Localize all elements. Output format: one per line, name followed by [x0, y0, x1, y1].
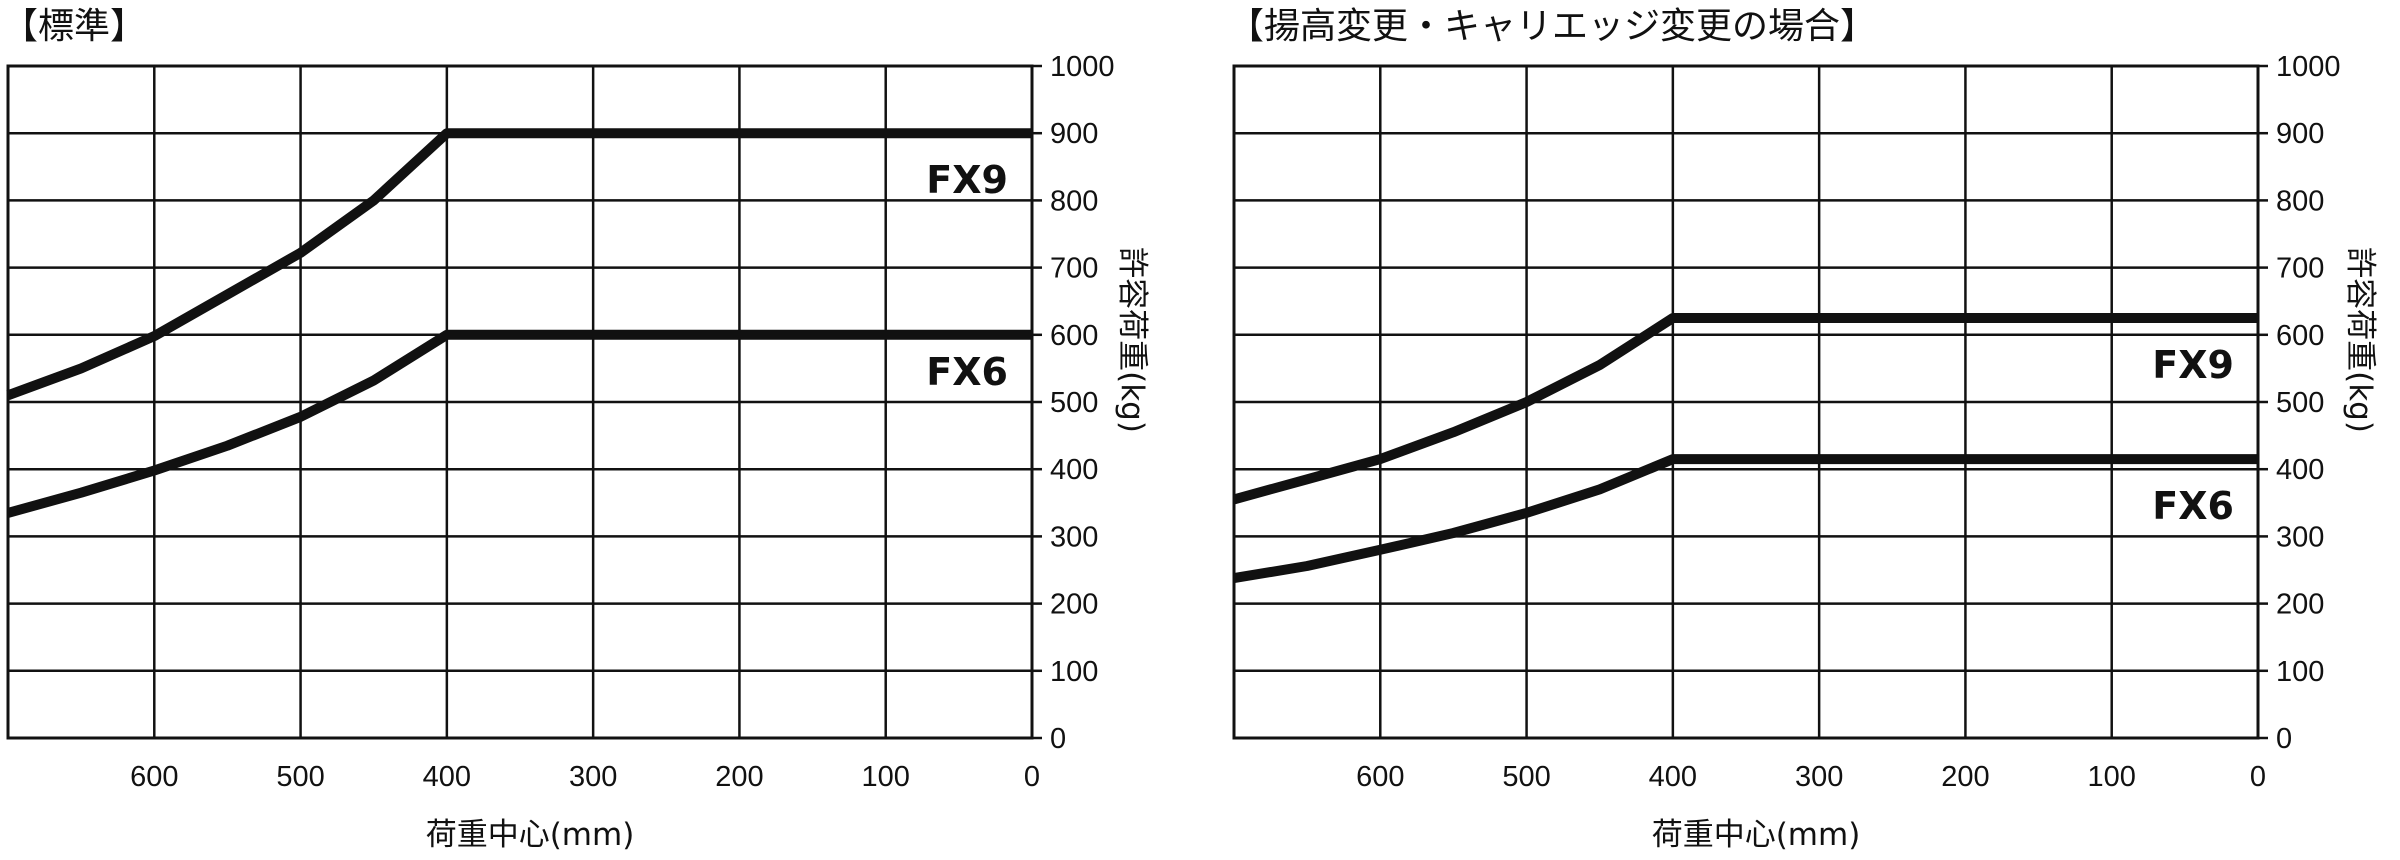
series-line-fx9	[1232, 313, 2258, 505]
x-tick-label: 500	[1502, 761, 1550, 793]
y-tick-label: 500	[1050, 387, 1098, 419]
plot-frame	[6, 64, 1034, 740]
y-tick-label: 600	[1050, 320, 1098, 352]
series-lines	[1232, 313, 2258, 584]
grid	[1232, 64, 2268, 740]
series-label-fx6: FX6	[2152, 484, 2234, 528]
series-labels: FX9 FX6	[926, 158, 1008, 394]
y-tick-label: 800	[1050, 185, 1098, 217]
x-tick-label: 0	[2250, 761, 2266, 793]
y-tick-labels: 0 100 200 300 400 500 600 700 800 900 1000	[1050, 51, 1115, 755]
series-labels: FX9 FX6	[2152, 343, 2234, 528]
y-tick-label: 700	[1050, 253, 1098, 285]
plot-frame	[1232, 64, 2260, 740]
chart-title: 【揚高変更・キャリエッジ変更の場合】	[1228, 6, 1876, 47]
y-axis-label: 許容荷重(kg)	[1114, 247, 1150, 433]
series-lines	[6, 128, 1032, 518]
x-tick-label: 300	[1795, 761, 1843, 793]
y-tick-label: 300	[1050, 521, 1098, 553]
y-tick-labels: 0 100 200 300 400 500 600 700 800 900 1000	[2276, 51, 2341, 755]
x-tick-label: 200	[1941, 761, 1989, 793]
y-tick-label: 500	[2276, 387, 2324, 419]
y-tick-label: 0	[1050, 723, 1066, 755]
y-tick-label: 800	[2276, 185, 2324, 217]
series-label-fx6: FX6	[926, 350, 1008, 394]
series-label-fx9: FX9	[2152, 343, 2234, 387]
x-tick-label: 400	[423, 761, 471, 793]
series-line-fx6	[1233, 454, 2258, 584]
y-tick-label: 100	[2276, 656, 2324, 688]
x-tick-label: 400	[1649, 761, 1697, 793]
y-tick-label: 200	[2276, 589, 2324, 621]
x-tick-labels: 600 500 400 300 200 100 0	[130, 761, 1040, 793]
y-tick-label: 400	[1050, 454, 1098, 486]
y-tick-label: 200	[1050, 589, 1098, 621]
chart-title: 【標準】	[2, 6, 146, 47]
y-tick-label: 1000	[2276, 51, 2341, 83]
y-tick-label: 600	[2276, 320, 2324, 352]
x-axis-label: 荷重中心(mm)	[1652, 817, 1861, 853]
grid	[6, 64, 1042, 740]
x-tick-label: 300	[569, 761, 617, 793]
x-tick-label: 100	[2088, 761, 2136, 793]
x-tick-label: 200	[715, 761, 763, 793]
y-tick-label: 300	[2276, 521, 2324, 553]
x-tick-label: 600	[1356, 761, 1404, 793]
y-tick-label: 900	[2276, 118, 2324, 150]
series-line-fx9	[6, 128, 1032, 400]
series-line-fx6	[6, 329, 1032, 518]
y-tick-label: 900	[1050, 118, 1098, 150]
chart-standard: 【標準】 600 500 400 300 200 100 0 010020030040050…	[2, 6, 1150, 853]
y-tick-label: 100	[1050, 656, 1098, 688]
y-tick-label: 700	[2276, 253, 2324, 285]
x-tick-label: 0	[1024, 761, 1040, 793]
y-axis-label: 許容荷重(kg)	[2342, 247, 2378, 433]
series-label-fx9: FX9	[926, 158, 1008, 202]
y-tick-label: 1000	[1050, 51, 1115, 83]
x-tick-label: 500	[276, 761, 324, 793]
y-tick-label: 0	[2276, 723, 2292, 755]
x-tick-labels: 600 500 400 300 200 100 0	[1356, 761, 2266, 793]
x-tick-label: 100	[862, 761, 910, 793]
x-axis-label: 荷重中心(mm)	[426, 817, 635, 853]
y-tick-label: 400	[2276, 454, 2324, 486]
chart-modified: 【揚高変更・キャリエッジ変更の場合】 600 500 400 300 200 100 0 0…	[1228, 6, 2378, 853]
x-tick-label: 600	[130, 761, 178, 793]
